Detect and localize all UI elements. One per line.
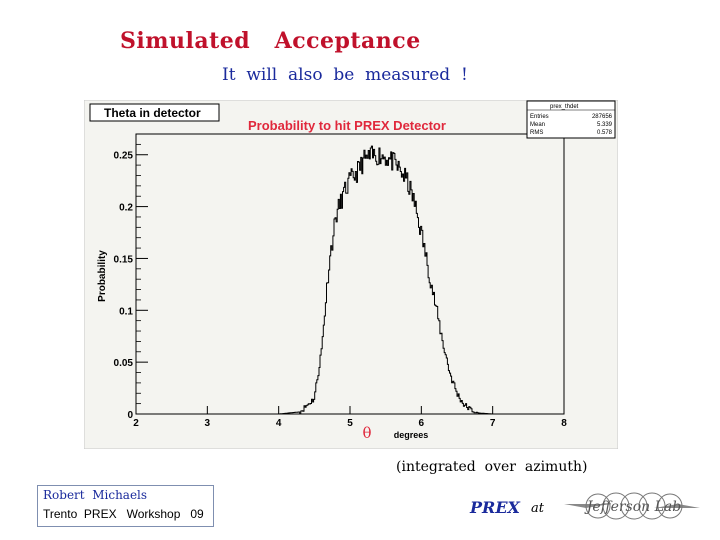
x-tick-label: 3 xyxy=(205,418,211,429)
histogram-chart: Theta in detector Probability to hit PRE… xyxy=(84,100,618,449)
footer-prex-label: PREX xyxy=(470,498,520,517)
stats-entries-value: 287656 xyxy=(592,114,613,120)
slide-subtitle: It will also be measured ! xyxy=(222,65,468,85)
y-tick-label: 0.15 xyxy=(114,254,134,265)
jefferson-lab-logo: Jefferson Lab xyxy=(562,486,702,531)
stats-entries-label: Entries xyxy=(530,114,549,120)
y-axis-label: Probability xyxy=(97,250,108,302)
histogram-series xyxy=(136,145,564,415)
stats-rms-value: 0.578 xyxy=(597,130,613,136)
histogram-name-box xyxy=(89,103,220,122)
x-tick-label: 2 xyxy=(133,418,139,429)
x-tick-label: 7 xyxy=(490,418,496,429)
y-tick-label: 0.25 xyxy=(114,151,134,162)
y-tick-label: 0.1 xyxy=(119,306,133,317)
stats-rms-label: RMS xyxy=(530,130,543,136)
footer-at-label: at xyxy=(531,501,544,516)
x-axis-label: degrees xyxy=(394,430,429,440)
footer-credit-box: Robert Michaels Trento PREX Workshop 09 xyxy=(37,485,214,527)
x-tick-label: 4 xyxy=(276,418,282,429)
footer-event: Trento PREX Workshop 09 xyxy=(43,507,204,521)
logo-text: Jefferson Lab xyxy=(584,499,682,515)
x-tick-label: 8 xyxy=(561,418,567,429)
chart-background xyxy=(84,100,618,449)
stats-mean-label: Mean xyxy=(530,122,545,128)
x-axis-symbol: θ xyxy=(362,424,371,442)
slide-title: Simulated Acceptance xyxy=(120,28,421,54)
stats-mean-value: 5.339 xyxy=(597,122,613,128)
histogram-name: Theta in detector xyxy=(104,106,201,120)
stats-name: prex_thdet xyxy=(550,104,579,110)
plot-panel: Theta in detector Probability to hit PRE… xyxy=(84,100,618,449)
chart-title: Probability to hit PREX Detector xyxy=(248,118,446,133)
stats-box xyxy=(526,100,616,139)
y-tick-label: 0.05 xyxy=(114,358,134,369)
integration-note: (integrated over azimuth) xyxy=(396,459,588,475)
y-tick-label: 0.2 xyxy=(119,203,133,214)
x-tick-label: 5 xyxy=(347,418,353,429)
footer-author: Robert Michaels xyxy=(43,488,148,502)
y-tick-label: 0 xyxy=(127,410,133,421)
x-tick-label: 6 xyxy=(419,418,425,429)
